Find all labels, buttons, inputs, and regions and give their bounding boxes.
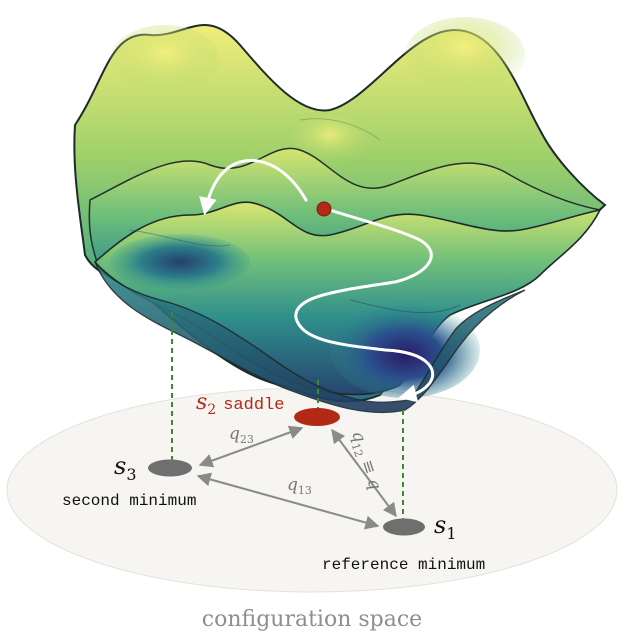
edge-arrow-q12 — [331, 428, 397, 518]
label-q23: q23 — [229, 424, 254, 446]
label-s1-description: reference minimum — [322, 556, 485, 574]
label-s1: s1 — [434, 511, 457, 543]
peak-center — [290, 115, 370, 165]
plane-caption: configuration space — [202, 607, 422, 632]
label-s2: s2 saddle — [196, 390, 284, 418]
edge-arrow-q13 — [196, 472, 380, 530]
surface-contour-3 — [299, 118, 381, 141]
state-s3-disc — [148, 459, 192, 477]
surface-front-skirt — [94, 261, 526, 414]
state-s1-disc — [383, 518, 425, 536]
well-second-minimum — [110, 234, 250, 290]
trajectory-arrow-to-second-minimum — [199, 159, 308, 216]
peak-right — [405, 17, 525, 93]
saddle-point-marker — [316, 201, 332, 217]
peak-left — [110, 25, 220, 95]
edge-arrow-q23 — [198, 425, 304, 468]
energy-surface — [73, 17, 607, 414]
well-reference-minimum — [330, 302, 480, 398]
label-s3-description: second minimum — [62, 492, 196, 510]
surface-contour-1 — [129, 229, 231, 247]
label-s3: s3 — [114, 452, 137, 484]
trajectory-arrow-to-reference-minimum — [294, 208, 435, 403]
surface-contour-2 — [349, 299, 461, 314]
label-q13: q13 — [287, 475, 312, 497]
state-s2-saddle-disc — [294, 408, 340, 426]
